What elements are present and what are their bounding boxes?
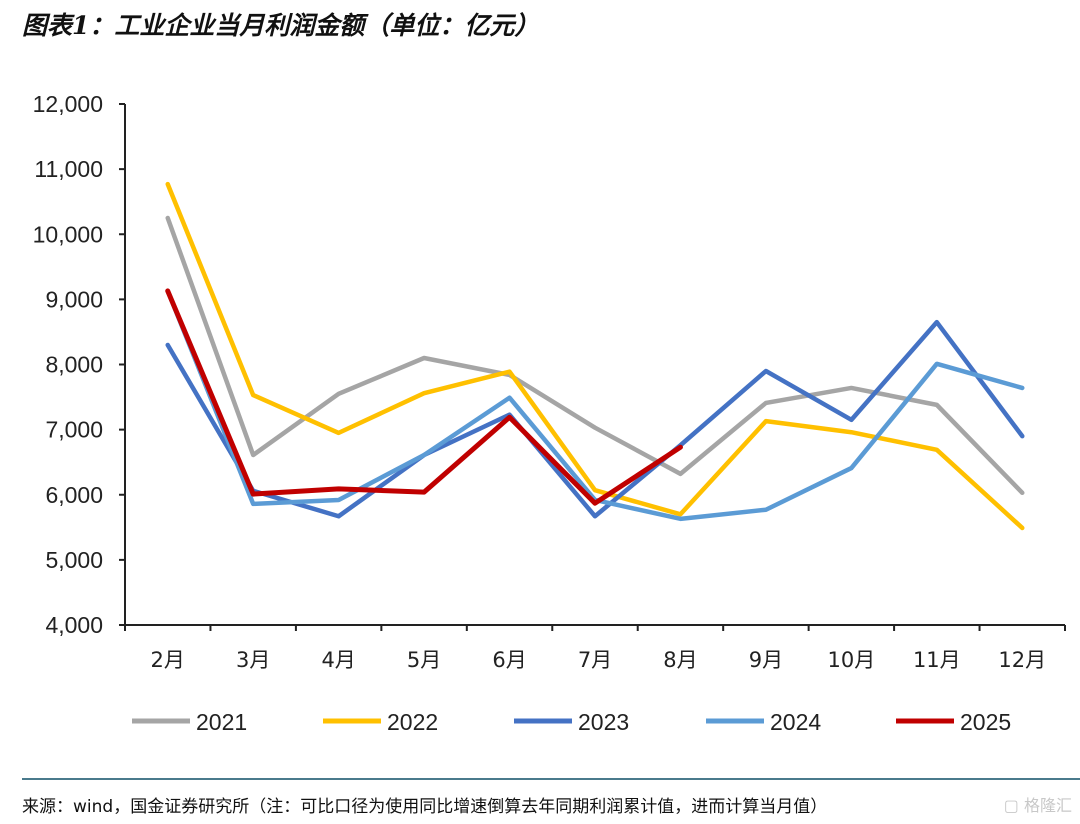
- y-tick-label: 10,000: [33, 221, 103, 247]
- series-line-2022: [165, 181, 1025, 531]
- source-note: 来源：wind，国金证券研究所（注：可比口径为使用同比增速倒算去年同期利润累计值…: [22, 797, 828, 817]
- y-tick-label: 7,000: [45, 417, 103, 443]
- y-tick-label: 11,000: [34, 156, 103, 182]
- y-tick-label: 6,000: [45, 482, 103, 508]
- line-chart: 4,000 5,000 6,000 7,000 8,000 9,000 10,000 11,0…: [33, 91, 1066, 735]
- x-tick-label: 8月: [663, 648, 697, 672]
- legend-label-2022: 2022: [387, 709, 438, 735]
- y-tick-label: 9,000: [45, 286, 103, 312]
- legend-label-2025: 2025: [960, 709, 1011, 735]
- y-tick-label: 12,000: [33, 91, 103, 117]
- x-tick-label: 2月: [151, 648, 185, 672]
- x-tick-label: 7月: [578, 648, 612, 672]
- x-tick-label: 10月: [827, 648, 875, 672]
- legend-label-2024: 2024: [770, 709, 821, 735]
- x-tick-label: 6月: [492, 648, 526, 672]
- y-tick-label: 8,000: [45, 352, 103, 378]
- chart-title: 图表1：工业企业当月利润金额（单位：亿元）: [22, 11, 540, 40]
- x-tick-label: 4月: [321, 648, 355, 672]
- series-line-2024: [165, 288, 1025, 522]
- series-line-2021: [165, 215, 1025, 496]
- y-tick-label: 4,000: [45, 612, 103, 638]
- series-line-2025: [165, 288, 683, 506]
- x-tick-label: 3月: [236, 648, 270, 672]
- x-tick-label: 5月: [407, 648, 441, 672]
- y-tick-label: 5,000: [45, 547, 103, 573]
- x-tick-label: 12月: [998, 648, 1046, 672]
- watermark-logo: ▢ 格隆汇: [1003, 796, 1072, 815]
- divider: [22, 778, 1080, 780]
- legend-label-2023: 2023: [578, 709, 629, 735]
- legend-label-2021: 2021: [196, 709, 247, 735]
- x-tick-label: 9月: [749, 648, 783, 672]
- x-tick-label: 11月: [913, 648, 961, 672]
- series-line-2023: [165, 319, 1025, 519]
